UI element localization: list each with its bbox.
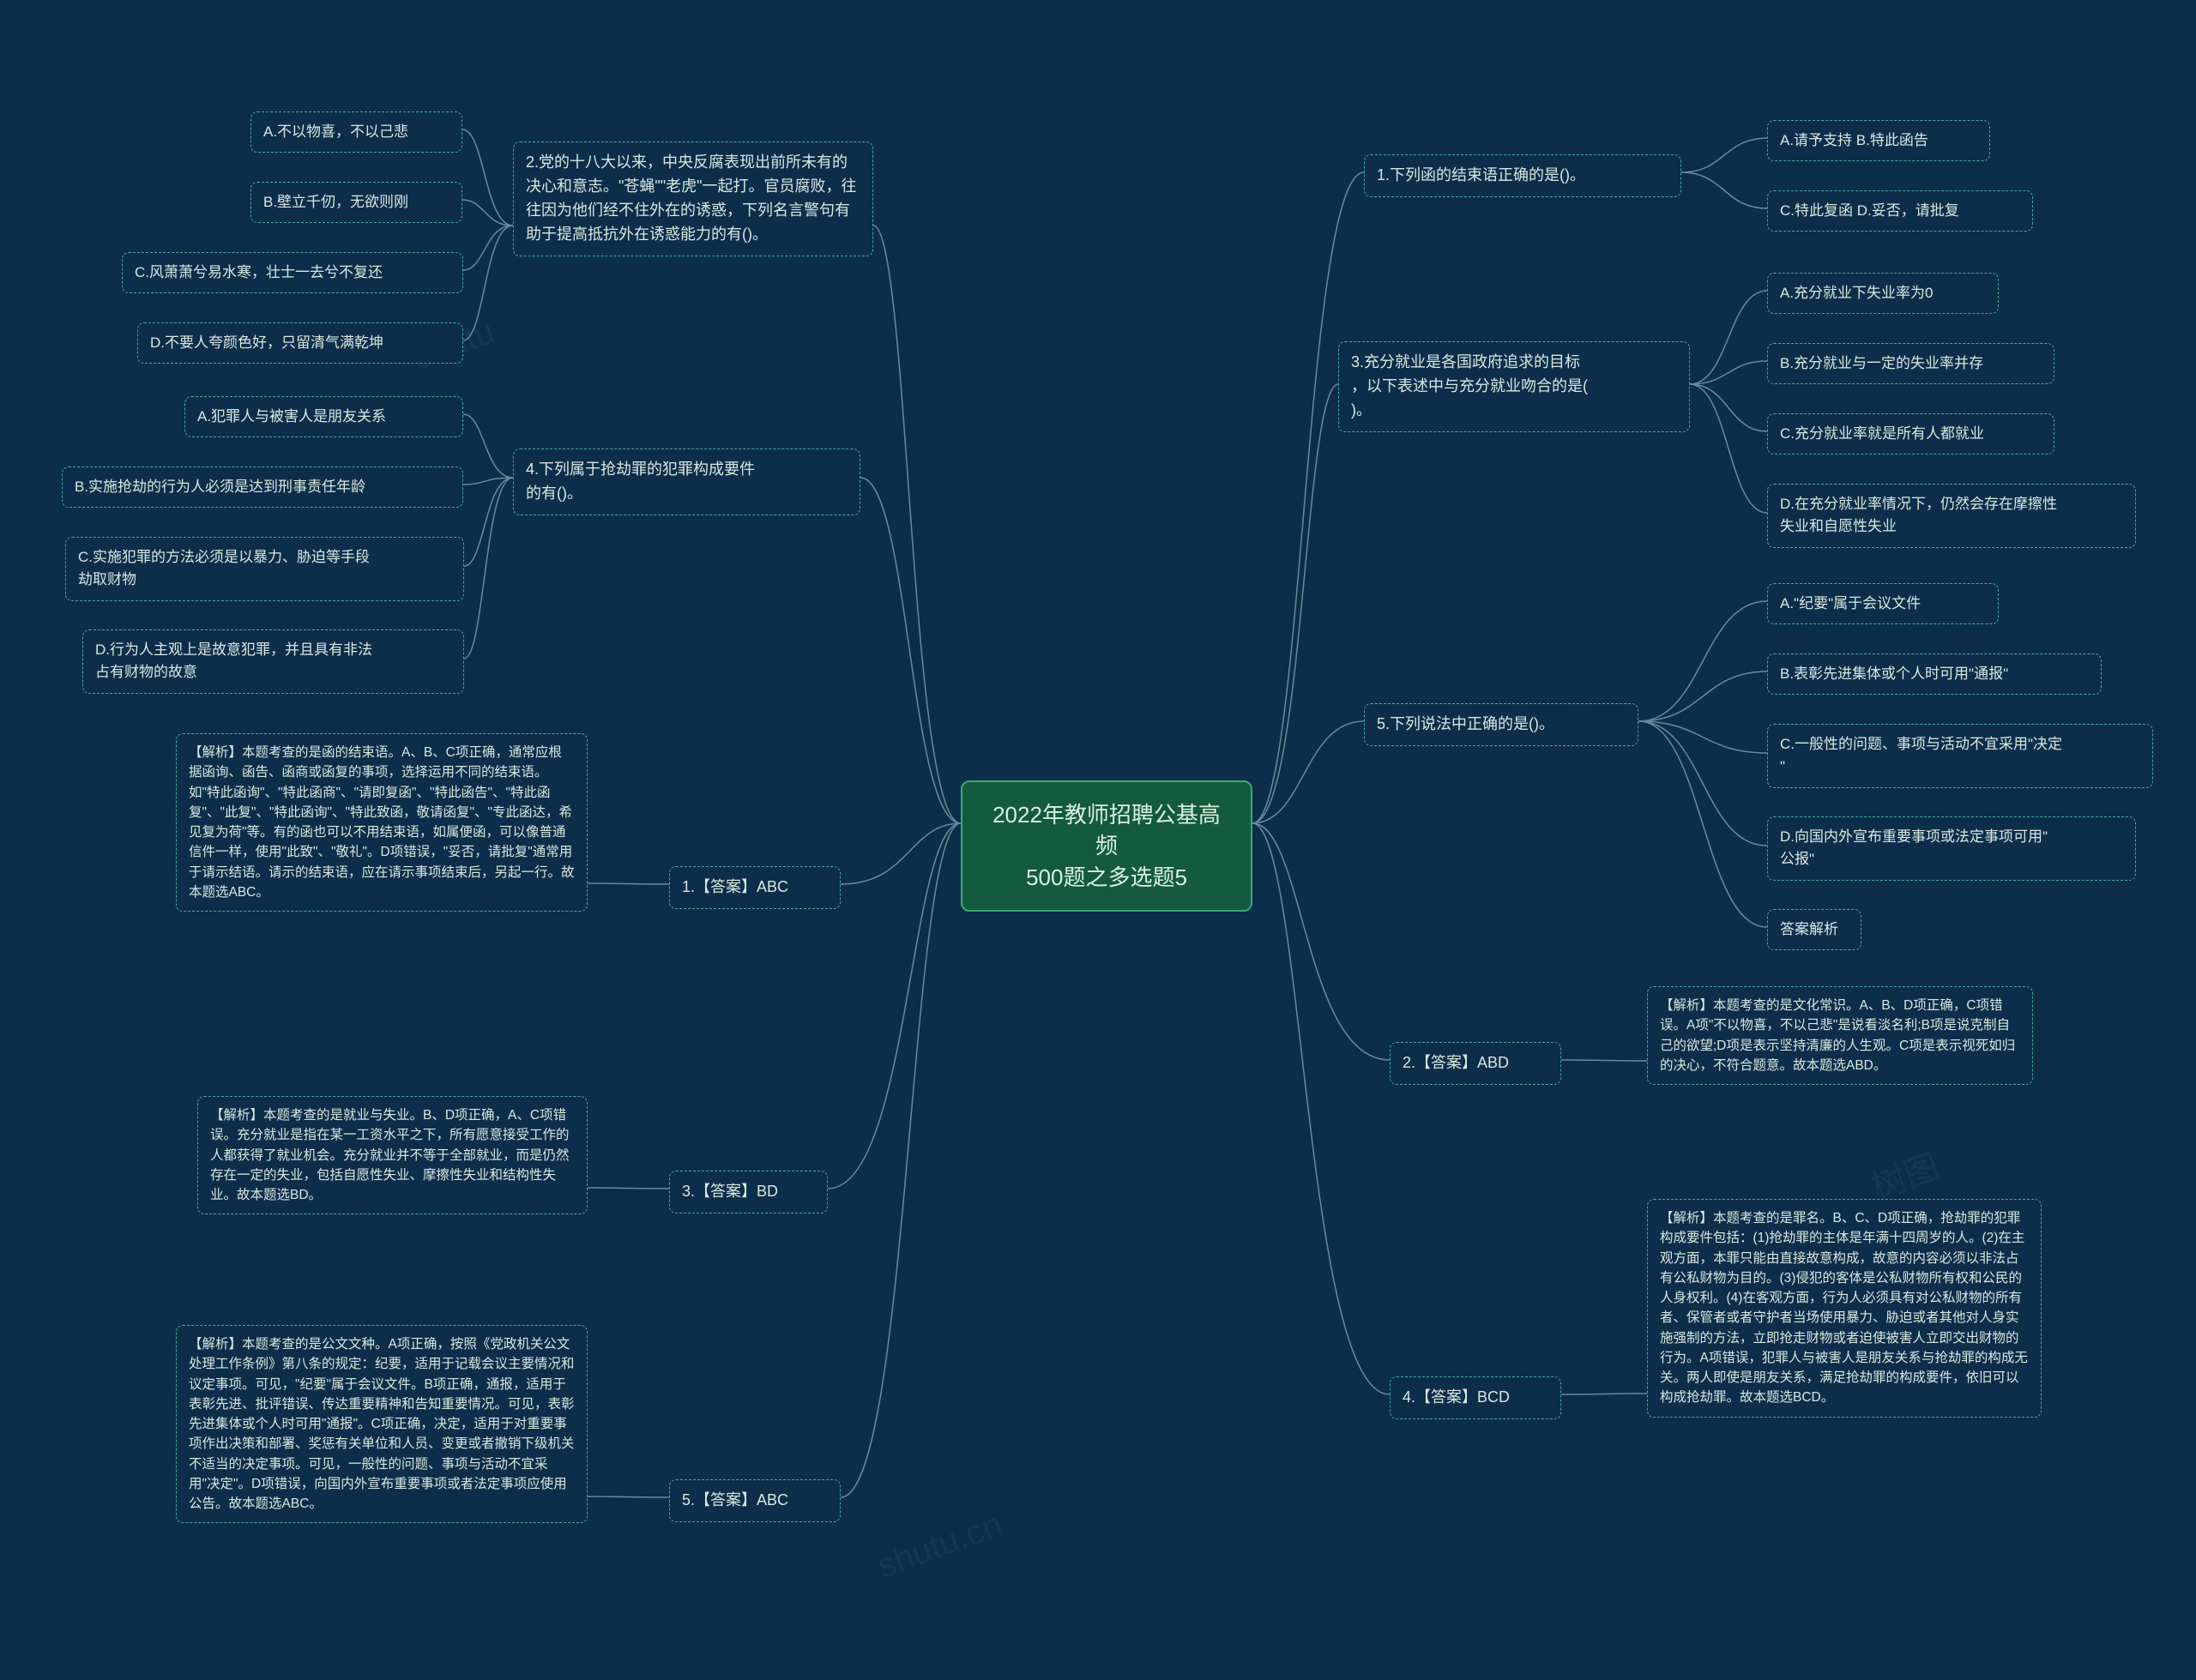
mindmap-node: 4.下列属于抢劫罪的犯罪构成要件的有()。 [513,449,860,515]
mindmap-node: 3.【答案】BD [669,1171,828,1213]
mindmap-node: 【解析】本题考查的是公文文种。A项正确，按照《党政机关公文处理工作条例》第八条的… [176,1325,588,1523]
mindmap-node: 【解析】本题考查的是罪名。B、C、D项正确，抢劫罪的犯罪构成要件包括：(1)抢劫… [1647,1199,2042,1418]
center-line1: 2022年教师招聘公基高频 [983,799,1230,862]
mindmap-node: C.实施犯罪的方法必须是以暴力、胁迫等手段劫取财物 [65,537,464,601]
mindmap-node: C.一般性的问题、事项与活动不宜采用"决定" [1767,724,2153,788]
mindmap-node: D.不要人夸颜色好，只留清气满乾坤 [137,322,463,364]
mindmap-node: 答案解析 [1767,909,1861,950]
center-node: 2022年教师招聘公基高频 500题之多选题5 [961,780,1252,912]
mindmap-node: C.充分就业率就是所有人都就业 [1767,413,2054,455]
mindmap-node: C.特此复函 D.妥否，请批复 [1767,190,2033,232]
mindmap-node: C.风萧萧兮易水寒，壮士一去兮不复还 [122,252,463,293]
mindmap-node: D.向国内外宣布重要事项或法定事项可用"公报" [1767,816,2136,881]
mindmap-node: A.请予支持 B.特此函告 [1767,120,1990,161]
mindmap-node: A.犯罪人与被害人是朋友关系 [184,396,463,437]
mindmap-node: 5.【答案】ABC [669,1479,841,1522]
mindmap-node: A."纪要"属于会议文件 [1767,583,1999,624]
mindmap-node: A.不以物喜，不以己悲 [250,111,462,153]
mindmap-node: 3.充分就业是各国政府追求的目标，以下表述中与充分就业吻合的是()。 [1338,341,1690,432]
mindmap-node: A.充分就业下失业率为0 [1767,273,1999,314]
mindmap-node: 【解析】本题考查的是函的结束语。A、B、C项正确，通常应根据函询、函告、函商或函… [176,733,588,912]
mindmap-node: 4.【答案】BCD [1390,1376,1561,1419]
mindmap-node: B.表彰先进集体或个人时可用"通报" [1767,653,2102,695]
mindmap-node: 【解析】本题考查的是就业与失业。B、D项正确，A、C项错误。充分就业是指在某一工… [197,1096,588,1214]
watermark: shutu.cn [872,1505,1007,1586]
mindmap-node: 2.【答案】ABD [1390,1042,1561,1085]
mindmap-node: 5.下列说法中正确的是()。 [1364,703,1638,746]
center-line2: 500题之多选题5 [983,862,1230,893]
mindmap-node: 2.党的十八大以来，中央反腐表现出前所未有的决心和意志。"苍蝇""老虎"一起打。… [513,142,873,256]
mindmap-node: 1.下列函的结束语正确的是()。 [1364,154,1681,197]
mindmap-node: B.充分就业与一定的失业率并存 [1767,343,2054,384]
mindmap-node: 1.【答案】ABC [669,866,841,909]
mindmap-node: B.实施抢劫的行为人必须是达到刑事责任年龄 [62,467,463,508]
mindmap-node: D.行为人主观上是故意犯罪，并且具有非法占有财物的故意 [82,629,464,694]
mindmap-node: B.壁立千仞，无欲则刚 [250,182,462,223]
mindmap-node: D.在充分就业率情况下，仍然会存在摩擦性失业和自愿性失业 [1767,484,2136,548]
mindmap-node: 【解析】本题考查的是文化常识。A、B、D项正确，C项错误。A项"不以物喜，不以己… [1647,986,2033,1085]
